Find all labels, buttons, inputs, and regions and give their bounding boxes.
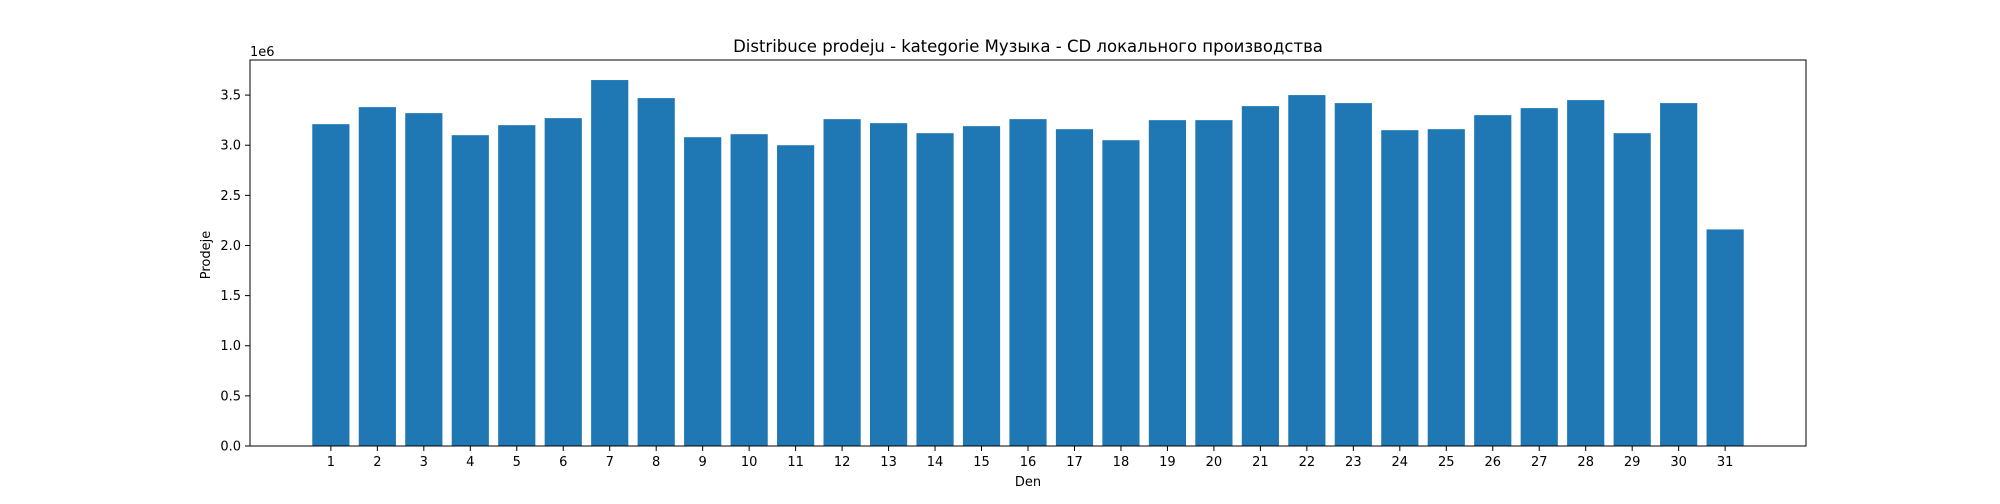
x-tick-label: 18 <box>1113 455 1130 470</box>
x-tick-label: 20 <box>1206 455 1223 470</box>
bar-day-21 <box>1241 106 1279 447</box>
x-tick-label: 14 <box>927 455 944 470</box>
bar-day-12 <box>823 119 861 446</box>
x-tick-label: 27 <box>1531 455 1548 470</box>
bar-day-11 <box>777 145 815 447</box>
x-tick-label: 21 <box>1252 455 1269 470</box>
y-tick-label: 3.0 <box>220 139 241 154</box>
bar-day-30 <box>1660 103 1698 446</box>
x-tick-label: 13 <box>880 455 897 470</box>
x-tick-label: 11 <box>787 455 804 470</box>
bar-day-18 <box>1102 140 1140 446</box>
bar-day-3 <box>405 113 443 446</box>
x-tick-label: 29 <box>1624 455 1641 470</box>
x-tick-label: 23 <box>1345 455 1362 470</box>
bar-day-29 <box>1613 133 1651 446</box>
x-axis-label: Den <box>1015 475 1041 490</box>
x-tick-label: 28 <box>1577 455 1594 470</box>
x-tick-label: 12 <box>834 455 851 470</box>
bar-day-13 <box>869 123 908 446</box>
y-tick-label: 2.5 <box>220 189 241 204</box>
y-axis-label: Prodeje <box>199 231 214 279</box>
x-tick-label: 25 <box>1438 455 1455 470</box>
bar-day-8 <box>637 98 675 447</box>
bar-day-9 <box>684 137 722 446</box>
bar-day-16 <box>1009 119 1047 446</box>
x-tick-label: 8 <box>652 455 660 470</box>
x-tick-label: 15 <box>973 455 990 470</box>
x-tick-label: 10 <box>741 455 758 470</box>
bar-day-23 <box>1334 103 1372 446</box>
bar-day-14 <box>916 133 954 446</box>
bar-day-1 <box>312 124 350 447</box>
x-tick-label: 31 <box>1717 455 1734 470</box>
bar-day-28 <box>1567 100 1605 447</box>
y-tick-label: 1.5 <box>220 289 241 304</box>
y-axis-ticks: 0.0 0.5 1.0 1.5 2.0 2.5 3.0 3.5 <box>220 89 250 455</box>
x-tick-label: 1 <box>327 455 335 470</box>
x-tick-label: 19 <box>1159 455 1176 470</box>
plot-frame <box>249 59 1807 447</box>
bar-day-20 <box>1195 120 1233 446</box>
x-tick-label: 24 <box>1392 455 1409 470</box>
bar-day-19 <box>1148 120 1187 446</box>
y-tick-label: 0.5 <box>220 389 241 404</box>
bar-day-10 <box>730 134 768 447</box>
bar-day-2 <box>358 107 396 447</box>
x-tick-label: 26 <box>1484 455 1501 470</box>
y-tick-label: 2.0 <box>220 239 241 254</box>
bar-day-15 <box>962 126 1001 447</box>
bar-day-5 <box>498 125 536 447</box>
x-tick-label: 30 <box>1670 455 1687 470</box>
x-tick-label: 6 <box>559 455 567 470</box>
x-tick-label: 5 <box>513 455 521 470</box>
x-tick-label: 4 <box>466 455 474 470</box>
y-axis-offset-text: 1e6 <box>250 45 275 60</box>
bars-layer <box>312 80 1744 447</box>
x-tick-label: 3 <box>420 455 428 470</box>
bar-day-4 <box>451 135 489 446</box>
x-tick-label: 17 <box>1066 455 1083 470</box>
bar-day-31 <box>1706 229 1744 446</box>
bar-day-26 <box>1474 115 1512 447</box>
bar-day-17 <box>1055 129 1094 447</box>
y-tick-label: 1.0 <box>220 339 241 354</box>
bar-day-24 <box>1381 130 1419 446</box>
x-axis-ticks: 1 2 3 4 5 6 7 8 9 10 11 12 13 14 15 16 17 18 19 20 21 22 23 24 2… <box>327 446 1734 470</box>
x-tick-label: 2 <box>373 455 381 470</box>
bar-day-25 <box>1427 129 1465 447</box>
x-tick-label: 22 <box>1299 455 1316 470</box>
bar-day-6 <box>544 118 582 447</box>
x-tick-label: 16 <box>1020 455 1037 470</box>
y-tick-label: 0.0 <box>220 440 241 455</box>
chart-title: Distribuce prodeju - kategorie Музыка - … <box>733 37 1323 56</box>
y-tick-label: 3.5 <box>220 89 241 104</box>
bar-day-22 <box>1288 95 1326 446</box>
bar-day-7 <box>591 80 629 447</box>
x-tick-label: 9 <box>699 455 707 470</box>
bar-day-27 <box>1520 108 1558 447</box>
x-tick-label: 7 <box>606 455 614 470</box>
